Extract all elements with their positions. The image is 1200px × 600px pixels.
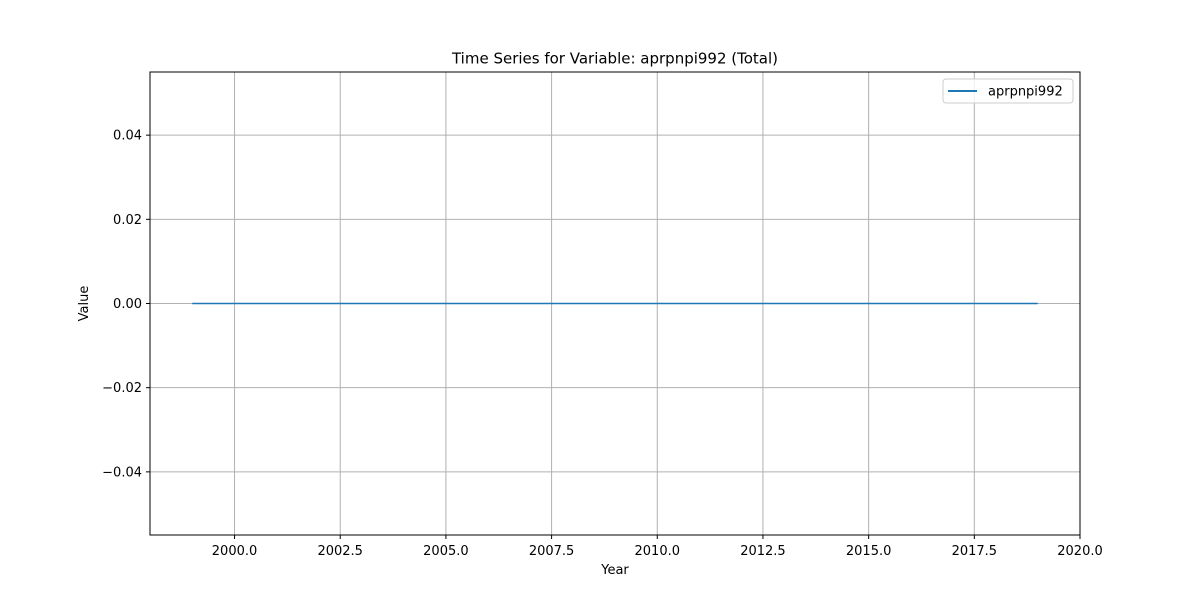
y-tick-label: 0.04 xyxy=(113,129,142,144)
x-axis-label: Year xyxy=(600,563,629,578)
x-tick-label: 2017.5 xyxy=(952,544,998,559)
x-tick-label: 2015.0 xyxy=(846,544,892,559)
x-tick-label: 2005.0 xyxy=(423,544,469,559)
legend: aprpnpi992 xyxy=(942,78,1074,104)
x-tick-label: 2007.5 xyxy=(529,544,575,559)
y-tick-label: −0.04 xyxy=(102,465,142,480)
chart-title: Time Series for Variable: aprpnpi992 (To… xyxy=(451,50,778,68)
legend-label: aprpnpi992 xyxy=(988,85,1063,100)
y-tick-label: 0.02 xyxy=(113,213,142,228)
x-tick-label: 2000.0 xyxy=(212,544,258,559)
y-axis-label: Value xyxy=(77,286,92,322)
legend-frame xyxy=(942,78,1074,104)
x-tick-label: 2020.0 xyxy=(1057,544,1103,559)
x-tick-label: 2002.5 xyxy=(317,544,363,559)
y-tick-label: −0.02 xyxy=(102,381,142,396)
ticks: 2000.0 2002.5 2005.0 2007.5 2010.0 2012.5 2015… xyxy=(102,129,1103,559)
x-tick-label: 2012.5 xyxy=(740,544,786,559)
x-tick-label: 2010.0 xyxy=(635,544,681,559)
y-tick-label: 0.00 xyxy=(113,297,142,312)
